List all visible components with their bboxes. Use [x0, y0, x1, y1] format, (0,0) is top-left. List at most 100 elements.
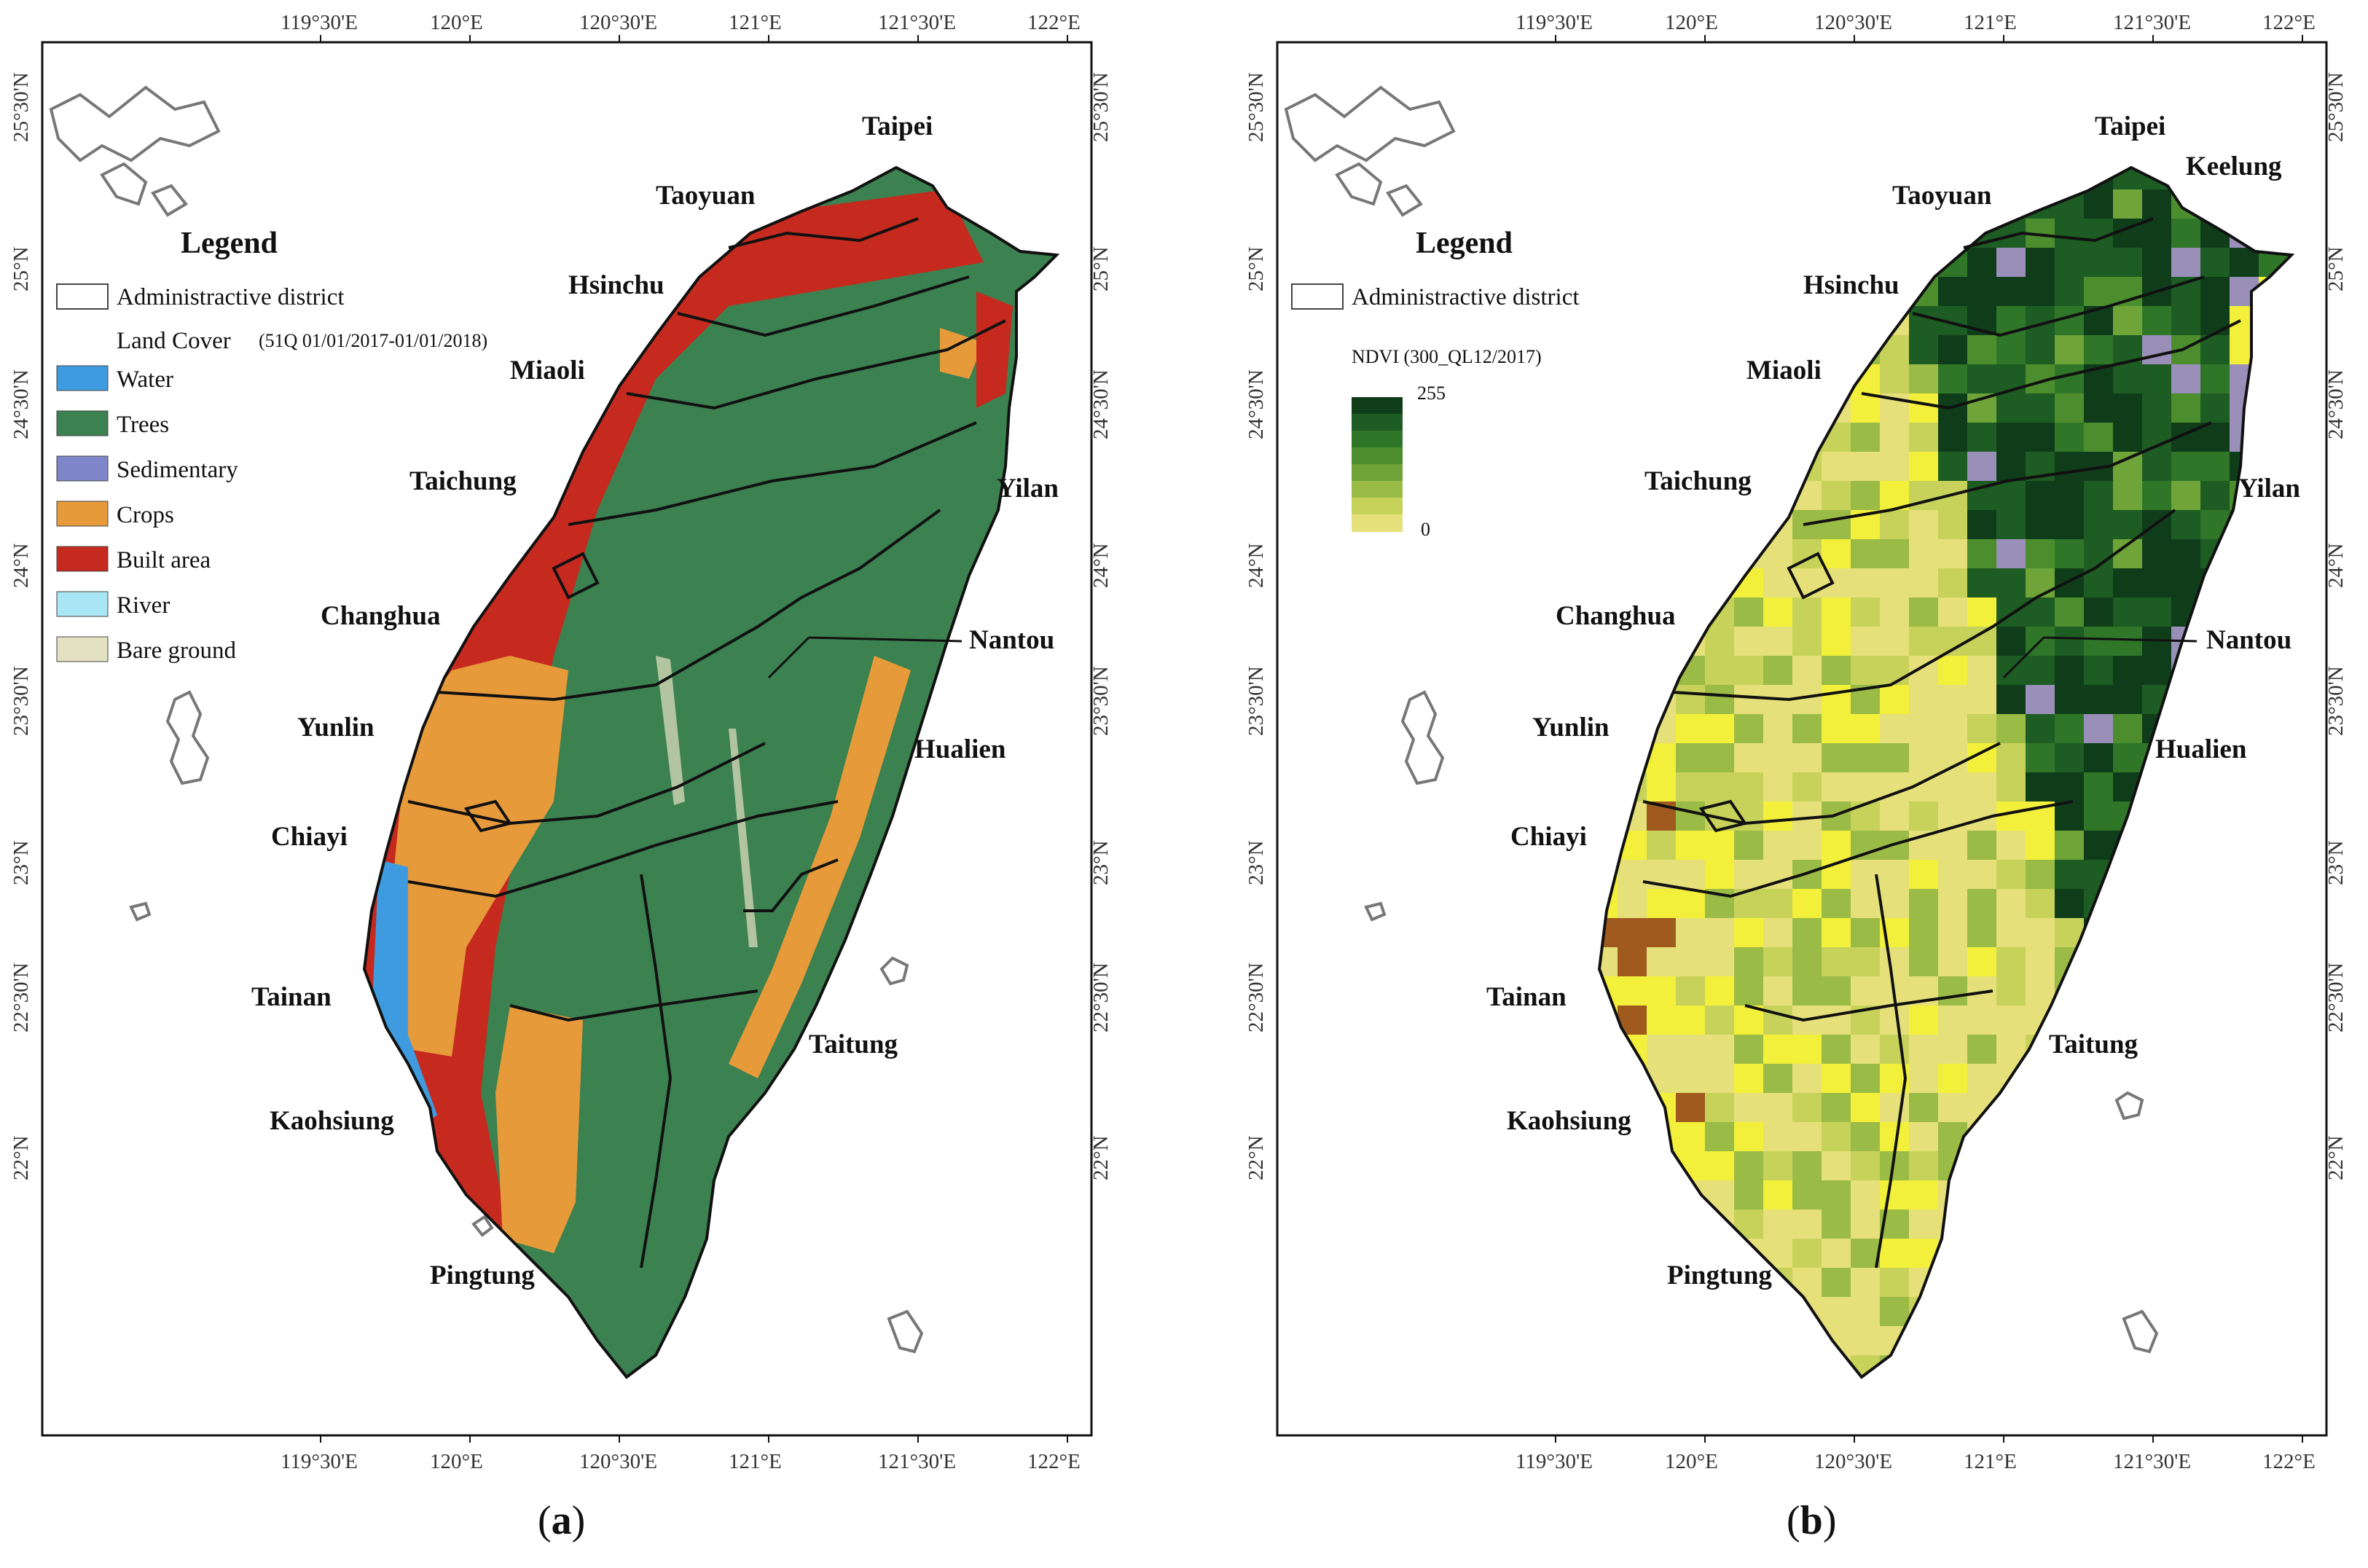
- ndvi-cell: [2113, 481, 2142, 510]
- ndvi-cell: [1676, 685, 1705, 714]
- ndvi-cell: [1938, 510, 1967, 539]
- y-tick-label: 25°N: [2324, 246, 2348, 291]
- ndvi-cell: [2113, 627, 2142, 656]
- ndvi-cell: [2142, 597, 2171, 627]
- ndvi-cell: [1967, 1064, 1996, 1093]
- ndvi-ramp-step: [1352, 498, 1403, 515]
- y-tick-label: 22°30'N: [1089, 963, 1113, 1032]
- ndvi-cell: [1763, 1064, 1792, 1093]
- ndvi-cell: [2084, 539, 2113, 568]
- ndvi-cell: [1851, 452, 1880, 481]
- ndvi-cell: [1792, 918, 1822, 947]
- ndvi-cell: [2055, 248, 2084, 277]
- ndvi-cell: [2026, 568, 2055, 597]
- ndvi-cell: [1734, 743, 1763, 772]
- ndvi-cell: [1996, 481, 2026, 510]
- ndvi-cell: [1734, 772, 1763, 801]
- caption-a: (a): [538, 1498, 585, 1543]
- y-tick-label: 24°30'N: [9, 369, 33, 439]
- ndvi-cell: [1676, 1035, 1705, 1064]
- ndvi-cell: [1851, 1326, 1880, 1355]
- ndvi-cell: [1705, 1064, 1734, 1093]
- ndvi-cell: [1967, 277, 1996, 306]
- ndvi-cell: [1734, 947, 1763, 976]
- ndvi-cell: [2142, 306, 2171, 335]
- ndvi-cell: [1851, 539, 1880, 568]
- ndvi-cell: [1822, 1151, 1851, 1180]
- ndvi-cell: [1705, 1093, 1734, 1122]
- ndvi-cell: [1996, 918, 2026, 947]
- ndvi-cell: [1676, 1093, 1705, 1122]
- ndvi-cell: [1676, 918, 1705, 947]
- x-tick-label: 121°30'E: [878, 11, 956, 34]
- ndvi-cell: [2026, 947, 2055, 976]
- ndvi-cell: [2113, 597, 2142, 627]
- ndvi-cell: [1967, 714, 1996, 743]
- x-tick-label: 122°E: [2262, 11, 2316, 34]
- ndvi-cell: [1967, 831, 1996, 860]
- ndvi-cell: [1822, 1035, 1851, 1064]
- ndvi-cell: [1792, 597, 1822, 627]
- ndvi-cell: [2142, 219, 2171, 248]
- ndvi-cell: [1967, 539, 1996, 568]
- map-panel-b: 119°30'E 119°30'E 120°E 120°E 120°30'E 120°30…: [1244, 11, 2348, 1543]
- caption-b: (b): [1787, 1498, 1836, 1543]
- ndvi-cell: [1909, 743, 1938, 772]
- ndvi-cell: [1822, 481, 1851, 510]
- ndvi-cell: [2142, 481, 2171, 510]
- city-label-taitung: Taitung: [809, 1030, 898, 1059]
- x-tick-label: 121°E: [729, 11, 782, 34]
- ndvi-cell: [2026, 510, 2055, 539]
- ndvi-cell: [2113, 510, 2142, 539]
- ndvi-cell: [1792, 743, 1822, 772]
- x-tick-label: 120°E: [430, 11, 483, 34]
- ndvi-cell: [2113, 393, 2142, 423]
- ndvi-cell: [2055, 364, 2084, 393]
- ndvi-cell: [1909, 1180, 1938, 1210]
- ndvi-cell: [1851, 801, 1880, 831]
- bare-ground-a: [656, 656, 758, 947]
- ndvi-cell: [1705, 976, 1734, 1006]
- ndvi-cell: [1763, 656, 1792, 685]
- ndvi-cell: [1822, 1122, 1851, 1151]
- ndvi-cell: [2113, 364, 2142, 393]
- ndvi-cell: [1734, 656, 1763, 685]
- ndvi-cell: [1851, 656, 1880, 685]
- ndvi-cell: [2055, 801, 2084, 831]
- ndvi-cell: [2113, 189, 2142, 219]
- city-label-tainan: Tainan: [1486, 982, 1567, 1012]
- ndvi-cell: [1880, 568, 1909, 597]
- y-tick-label: 24°N: [1089, 543, 1113, 588]
- ndvi-cell: [1909, 1151, 1938, 1180]
- city-label-kaohsiung: Kaohsiung: [270, 1106, 394, 1136]
- ndvi-cell: [2171, 452, 2200, 481]
- ndvi-cell: [1647, 1006, 1676, 1035]
- ndvi-cell: [1909, 1064, 1938, 1093]
- ndvi-cell: [1763, 1122, 1792, 1151]
- ndvi-cell: [2026, 772, 2055, 801]
- city-label-taoyuan: Taoyuan: [1892, 181, 1992, 211]
- taiwan-coastline-a: [362, 165, 1060, 1379]
- y-tick-label: 23°30'N: [1089, 666, 1113, 736]
- ndvi-cell: [1996, 627, 2026, 656]
- y-tick-label: 22°N: [2324, 1135, 2348, 1180]
- ndvi-cell: [1938, 889, 1967, 918]
- ndvi-cell: [1851, 423, 1880, 452]
- nantou-leader-a: [767, 636, 810, 679]
- ndvi-cell: [1880, 1006, 1909, 1035]
- ndvi-cell: [1734, 976, 1763, 1006]
- city-label-hsinchu: Hsinchu: [1803, 270, 1900, 300]
- ndvi-max-label: 255: [1417, 383, 1446, 404]
- x-tick-label: 122°E: [1027, 1450, 1081, 1473]
- y-tick-label: 22°30'N: [2324, 963, 2348, 1032]
- ndvi-cell: [2084, 743, 2113, 772]
- ndvi-cell: [1676, 1122, 1705, 1151]
- ndvi-cell: [2084, 510, 2113, 539]
- x-tick-label: 122°E: [2262, 1450, 2316, 1473]
- ndvi-cell: [1618, 976, 1647, 1006]
- ndvi-cell: [1822, 1093, 1851, 1122]
- city-label-changhua: Changhua: [321, 601, 441, 631]
- ndvi-cell: [1763, 831, 1792, 860]
- ndvi-cell: [1851, 1151, 1880, 1180]
- legend-class-label: Sedimentary: [117, 457, 238, 483]
